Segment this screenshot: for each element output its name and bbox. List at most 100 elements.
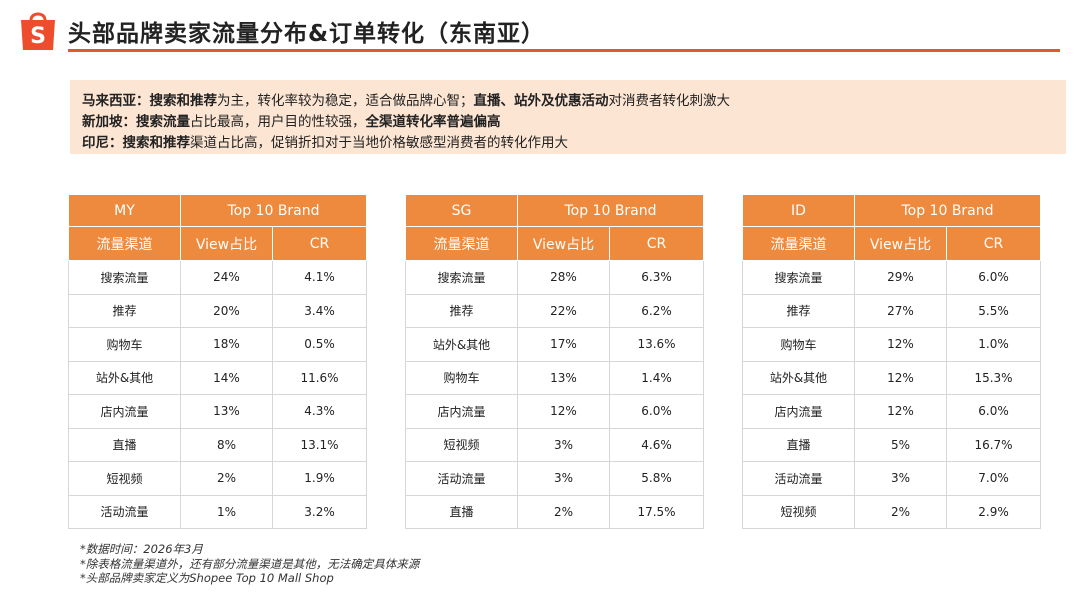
channel-cell: 推荐 (742, 293, 855, 328)
channel-cell: 站外&其他 (742, 360, 855, 395)
cr-cell: 7.0% (945, 461, 1042, 496)
table-row: 短视频 3% 4.6% (405, 427, 705, 462)
table-row: 直播 8% 13.1% (68, 427, 368, 462)
table-row: 购物车 13% 1.4% (405, 360, 705, 395)
channel-cell: 搜索流量 (68, 260, 181, 295)
summary-bold: 搜索和推荐 (149, 93, 218, 109)
column-header-channel: 流量渠道 (68, 226, 181, 261)
cr-cell: 2.9% (945, 494, 1042, 529)
column-header-cr: CR (271, 226, 368, 261)
region-header: ID (742, 194, 855, 227)
footnote: *除表格流量渠道外，还有部分流量渠道是其他，无法确定具体来源 (80, 556, 420, 571)
cr-cell: 1.9% (271, 461, 368, 496)
view-cell: 22% (517, 293, 610, 328)
channel-cell: 直播 (68, 427, 181, 462)
view-cell: 2% (180, 461, 273, 496)
cr-cell: 5.5% (945, 293, 1042, 328)
channel-cell: 短视频 (742, 494, 855, 529)
channel-cell: 店内流量 (742, 394, 855, 429)
view-cell: 2% (854, 494, 947, 529)
channel-cell: 短视频 (68, 461, 181, 496)
view-cell: 13% (517, 360, 610, 395)
table-row: 推荐 27% 5.5% (742, 293, 1042, 328)
summary-text: 渠道占比高，促销折扣对于当地价格敏感型消费者的转化作用大 (190, 135, 568, 151)
view-cell: 3% (854, 461, 947, 496)
logo-letter: S (30, 24, 46, 49)
table-row: 推荐 22% 6.2% (405, 293, 705, 328)
view-cell: 24% (180, 260, 273, 295)
cr-cell: 4.1% (271, 260, 368, 295)
channel-cell: 搜索流量 (742, 260, 855, 295)
view-cell: 12% (854, 394, 947, 429)
cr-cell: 1.4% (608, 360, 705, 395)
view-cell: 3% (517, 461, 610, 496)
channel-cell: 站外&其他 (68, 360, 181, 395)
channel-cell: 推荐 (405, 293, 518, 328)
cr-cell: 6.0% (945, 260, 1042, 295)
region-header: SG (405, 194, 518, 227)
cr-cell: 13.6% (608, 327, 705, 362)
table-row: 站外&其他 14% 11.6% (68, 360, 368, 395)
cr-cell: 3.4% (271, 293, 368, 328)
table-row: 直播 2% 17.5% (405, 494, 705, 529)
view-cell: 1% (180, 494, 273, 529)
view-cell: 29% (854, 260, 947, 295)
view-cell: 2% (517, 494, 610, 529)
table-row: 推荐 20% 3.4% (68, 293, 368, 328)
table-row: 购物车 12% 1.0% (742, 327, 1042, 362)
view-cell: 8% (180, 427, 273, 462)
summary-country: 新加坡： (82, 114, 136, 130)
summary-box: 马来西亚：搜索和推荐为主，转化率较为稳定，适合做品牌心智；直播、站外及优惠活动对… (70, 80, 1066, 154)
view-cell: 17% (517, 327, 610, 362)
view-cell: 14% (180, 360, 273, 395)
table-row: 站外&其他 12% 15.3% (742, 360, 1042, 395)
table-row: 搜索流量 28% 6.3% (405, 260, 705, 295)
column-header-cr: CR (945, 226, 1042, 261)
channel-cell: 直播 (405, 494, 518, 529)
view-cell: 28% (517, 260, 610, 295)
view-cell: 12% (854, 327, 947, 362)
table-my: MY Top 10 Brand 流量渠道 View占比 CR 搜索流量 24% 4.… (68, 194, 368, 529)
cr-cell: 6.0% (608, 394, 705, 429)
table-row: 店内流量 12% 6.0% (405, 394, 705, 429)
table-row: 短视频 2% 1.9% (68, 461, 368, 496)
channel-cell: 直播 (742, 427, 855, 462)
summary-text: 占比最高，用户目的性较强， (190, 114, 366, 130)
channel-cell: 站外&其他 (405, 327, 518, 362)
column-header-channel: 流量渠道 (405, 226, 518, 261)
table-row: 活动流量 3% 5.8% (405, 461, 705, 496)
column-header-cr: CR (608, 226, 705, 261)
view-cell: 3% (517, 427, 610, 462)
channel-cell: 购物车 (68, 327, 181, 362)
view-cell: 27% (854, 293, 947, 328)
summary-bold: 搜索流量 (136, 114, 190, 130)
summary-text: 为主，转化率较为稳定，适合做品牌心智； (217, 93, 474, 109)
cr-cell: 6.3% (608, 260, 705, 295)
view-cell: 12% (517, 394, 610, 429)
table-row: 店内流量 12% 6.0% (742, 394, 1042, 429)
summary-line-id: 印尼：搜索和推荐渠道占比高，促销折扣对于当地价格敏感型消费者的转化作用大 (82, 133, 1054, 154)
table-row: 搜索流量 24% 4.1% (68, 260, 368, 295)
table-row: 活动流量 3% 7.0% (742, 461, 1042, 496)
table-row: 活动流量 1% 3.2% (68, 494, 368, 529)
channel-cell: 购物车 (742, 327, 855, 362)
footnotes: *数据时间：2026年3月 *除表格流量渠道外，还有部分流量渠道是其他，无法确定… (80, 542, 419, 586)
channel-cell: 短视频 (405, 427, 518, 462)
table-row: 店内流量 13% 4.3% (68, 394, 368, 429)
summary-text: 对消费者转化刺激大 (608, 93, 731, 109)
table-row: 购物车 18% 0.5% (68, 327, 368, 362)
group-header: Top 10 Brand (516, 194, 705, 227)
cr-cell: 13.1% (271, 427, 368, 462)
footnote: *头部品牌卖家定义为Shopee Top 10 Mall Shop (80, 571, 334, 585)
channel-cell: 活动流量 (68, 494, 181, 529)
table-sg: SG Top 10 Brand 流量渠道 View占比 CR 搜索流量 28% 6.… (405, 194, 705, 529)
summary-bold: 全渠道转化率普遍偏高 (365, 114, 501, 130)
cr-cell: 6.2% (608, 293, 705, 328)
summary-country: 印尼： (82, 135, 123, 151)
cr-cell: 15.3% (945, 360, 1042, 395)
cr-cell: 3.2% (271, 494, 368, 529)
cr-cell: 16.7% (945, 427, 1042, 462)
shopee-bag-logo-icon: S (21, 12, 55, 50)
summary-line-sg: 新加坡：搜索流量占比最高，用户目的性较强，全渠道转化率普遍偏高 (82, 112, 1054, 133)
channel-cell: 店内流量 (68, 394, 181, 429)
